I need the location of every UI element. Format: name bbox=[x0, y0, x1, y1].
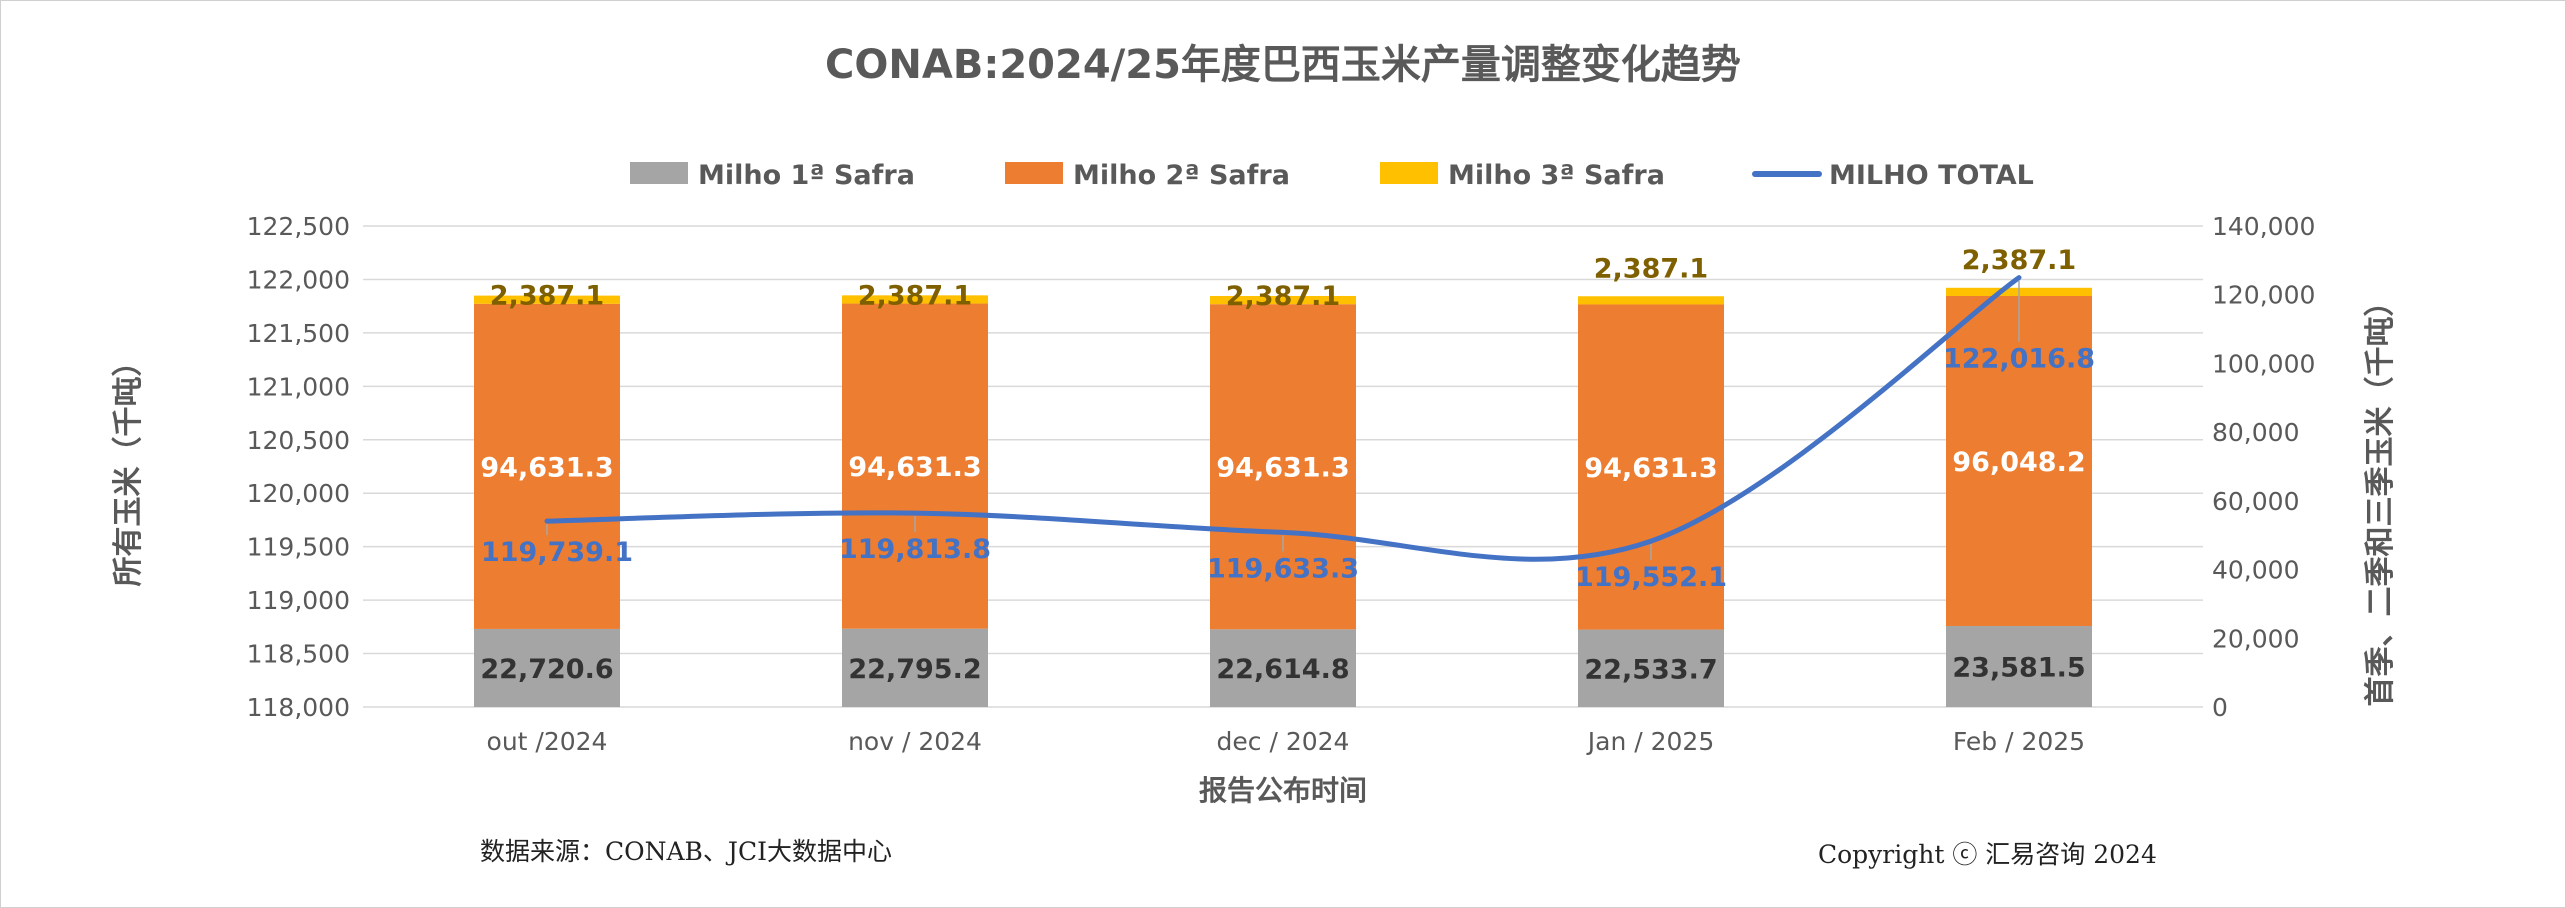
legend-item-milho-3a-safra: Milho 3ª Safra bbox=[1448, 160, 1665, 191]
data-label-2a-safra: 94,631.3 bbox=[1216, 453, 1349, 484]
data-label-2a-safra: 94,631.3 bbox=[848, 452, 981, 483]
bar-milho-2a-safra bbox=[1210, 304, 1356, 630]
copyright-note: Copyright ⓒ 汇易咨询 2024 bbox=[1818, 840, 2157, 869]
data-label-2a-safra: 94,631.3 bbox=[480, 452, 613, 483]
data-label-2a-safra: 96,048.2 bbox=[1952, 447, 2085, 478]
right-tick-label: 100,000 bbox=[2212, 349, 2315, 378]
bar-milho-2a-safra bbox=[1578, 304, 1724, 630]
right-tick-label: 60,000 bbox=[2212, 487, 2299, 516]
left-axis-title: 所有玉米（千吨） bbox=[111, 347, 146, 587]
source-note: 数据来源：CONAB、JCI大数据中心 bbox=[480, 837, 892, 866]
data-label-2a-safra: 94,631.3 bbox=[1584, 453, 1717, 484]
x-axis-title: 报告公布时间 bbox=[1199, 774, 1367, 807]
data-label-milho-total: 119,552.1 bbox=[1575, 562, 1727, 593]
data-label-milho-total: 119,739.1 bbox=[481, 537, 633, 568]
data-label-3a-safra: 2,387.1 bbox=[1226, 281, 1340, 312]
left-tick-label: 118,000 bbox=[247, 693, 350, 722]
data-label-1a-safra: 22,533.7 bbox=[1584, 654, 1717, 685]
data-label-milho-total: 119,813.8 bbox=[839, 534, 991, 565]
legend-item-milho-2a-safra: Milho 2ª Safra bbox=[1073, 160, 1290, 191]
left-tick-label: 121,500 bbox=[247, 319, 350, 348]
left-tick-label: 120,000 bbox=[247, 479, 350, 508]
legend-item-milho-1a-safra: Milho 1ª Safra bbox=[698, 160, 915, 191]
line-point-milho-total bbox=[913, 511, 917, 516]
line-point-milho-total bbox=[1649, 539, 1653, 544]
x-tick-label: out /2024 bbox=[487, 727, 608, 756]
line-point-milho-total bbox=[1281, 530, 1285, 535]
left-tick-label: 120,500 bbox=[247, 426, 350, 455]
bar-milho-1a-safra bbox=[474, 628, 620, 707]
line-point-milho-total bbox=[545, 519, 549, 524]
data-label-3a-safra: 2,387.1 bbox=[490, 281, 604, 312]
data-label-3a-safra: 2,387.1 bbox=[1594, 253, 1708, 284]
x-tick-label: dec / 2024 bbox=[1217, 727, 1350, 756]
bar-milho-1a-safra bbox=[1946, 625, 2092, 707]
x-tick-label: nov / 2024 bbox=[848, 727, 982, 756]
line-point-milho-total bbox=[2017, 275, 2021, 280]
right-tick-label: 120,000 bbox=[2212, 281, 2315, 310]
legend-item-milho-1a-safra-swatch bbox=[630, 162, 688, 184]
data-label-3a-safra: 2,387.1 bbox=[858, 280, 972, 311]
data-label-1a-safra: 22,720.6 bbox=[480, 654, 613, 685]
right-tick-label: 0 bbox=[2212, 693, 2228, 722]
bar-milho-1a-safra bbox=[842, 628, 988, 707]
x-tick-label: Jan / 2025 bbox=[1586, 727, 1714, 756]
bar-milho-1a-safra bbox=[1210, 629, 1356, 707]
bar-milho-3a-safra bbox=[842, 295, 988, 304]
legend-item-milho-3a-safra-swatch bbox=[1380, 162, 1438, 184]
data-label-1a-safra: 22,614.8 bbox=[1216, 654, 1349, 685]
right-tick-label: 40,000 bbox=[2212, 556, 2299, 585]
left-tick-label: 122,500 bbox=[247, 212, 350, 241]
data-label-milho-total: 122,016.8 bbox=[1943, 344, 2095, 375]
legend-item-milho-2a-safra-swatch bbox=[1005, 162, 1063, 184]
chart-title: CONAB:2024/25年度巴西玉米产量调整变化趋势 bbox=[825, 42, 1741, 88]
left-tick-label: 119,500 bbox=[247, 533, 350, 562]
bar-milho-2a-safra bbox=[1946, 295, 2092, 626]
data-label-1a-safra: 23,581.5 bbox=[1952, 652, 2085, 683]
bar-milho-1a-safra bbox=[1578, 629, 1724, 707]
right-tick-label: 20,000 bbox=[2212, 624, 2299, 653]
bar-milho-3a-safra bbox=[1210, 295, 1356, 305]
bar-milho-2a-safra bbox=[842, 303, 988, 629]
right-tick-label: 80,000 bbox=[2212, 418, 2299, 447]
left-tick-label: 121,000 bbox=[247, 372, 350, 401]
right-tick-label: 140,000 bbox=[2212, 212, 2315, 241]
data-label-3a-safra: 2,387.1 bbox=[1962, 245, 2076, 276]
right-axis-title: 首季、二季和三季玉米（千吨） bbox=[2363, 287, 2398, 707]
x-tick-label: Feb / 2025 bbox=[1953, 727, 2085, 756]
data-label-milho-total: 119,633.3 bbox=[1207, 553, 1359, 584]
left-tick-label: 119,000 bbox=[247, 586, 350, 615]
left-tick-label: 122,000 bbox=[247, 265, 350, 294]
left-tick-label: 118,500 bbox=[247, 640, 350, 669]
legend-item-milho-total: MILHO TOTAL bbox=[1829, 160, 2034, 191]
bar-milho-3a-safra bbox=[1578, 296, 1724, 305]
bar-milho-2a-safra bbox=[474, 303, 620, 629]
data-label-1a-safra: 22,795.2 bbox=[848, 654, 981, 685]
bar-milho-3a-safra bbox=[474, 295, 620, 304]
